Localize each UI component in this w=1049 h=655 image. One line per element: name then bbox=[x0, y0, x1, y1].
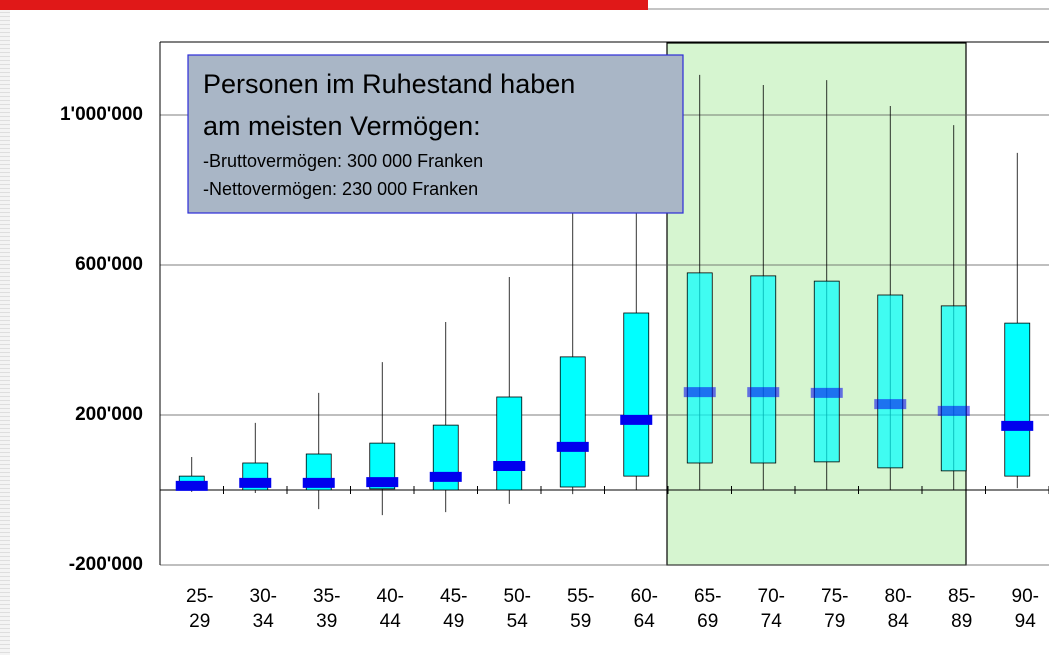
box bbox=[877, 294, 904, 469]
median bbox=[175, 480, 208, 491]
median bbox=[493, 461, 526, 471]
x-tick-label: 65- 69 bbox=[694, 586, 722, 632]
side-strip bbox=[0, 10, 10, 655]
box bbox=[623, 312, 650, 477]
median bbox=[1001, 420, 1034, 431]
x-tick-label: 35- 39 bbox=[313, 586, 341, 632]
y-tick-label: 1'000'000 bbox=[60, 104, 143, 125]
annotation-box bbox=[187, 54, 684, 214]
x-tick-label: 55- 59 bbox=[567, 586, 595, 632]
header-band bbox=[0, 0, 648, 10]
box bbox=[496, 396, 523, 491]
median bbox=[366, 477, 399, 488]
x-tick-label: 25- 29 bbox=[186, 586, 214, 632]
box bbox=[750, 275, 777, 464]
annotation-line: Personen im Ruhestand haben bbox=[203, 69, 575, 99]
x-tick-label: 90- 94 bbox=[1011, 586, 1039, 632]
median bbox=[429, 471, 462, 482]
y-tick-label: -200'000 bbox=[69, 554, 143, 575]
box bbox=[1004, 322, 1031, 477]
median bbox=[810, 387, 843, 398]
x-tick-label: 60- 64 bbox=[630, 586, 658, 632]
median bbox=[874, 399, 907, 410]
x-tick-label: 75- 79 bbox=[821, 586, 849, 632]
annotation-line: -Bruttovermögen: 300 000 Franken bbox=[203, 151, 483, 171]
median bbox=[302, 477, 335, 488]
box bbox=[686, 272, 713, 464]
x-tick-label: 70- 74 bbox=[757, 586, 785, 632]
median bbox=[937, 405, 970, 416]
y-tick-label: 600'000 bbox=[75, 254, 143, 275]
x-tick-label: 80- 84 bbox=[884, 586, 912, 632]
x-tick-label: 30- 34 bbox=[249, 586, 277, 632]
x-tick-label: 40- 44 bbox=[376, 586, 404, 632]
median bbox=[747, 387, 780, 398]
box bbox=[940, 305, 967, 472]
x-tick-label: 50- 54 bbox=[503, 586, 531, 632]
annotation-line: am meisten Vermögen: bbox=[203, 111, 481, 141]
median bbox=[556, 441, 589, 452]
box bbox=[559, 356, 586, 488]
annotation-line: -Nettovermögen: 230 000 Franken bbox=[203, 179, 478, 199]
y-tick-label: 200'000 bbox=[75, 404, 143, 425]
median bbox=[683, 387, 716, 398]
x-tick-label: 85- 89 bbox=[948, 586, 976, 632]
x-tick-label: 45- 49 bbox=[440, 586, 468, 632]
median bbox=[620, 414, 653, 425]
median bbox=[239, 477, 272, 488]
box bbox=[813, 280, 840, 463]
